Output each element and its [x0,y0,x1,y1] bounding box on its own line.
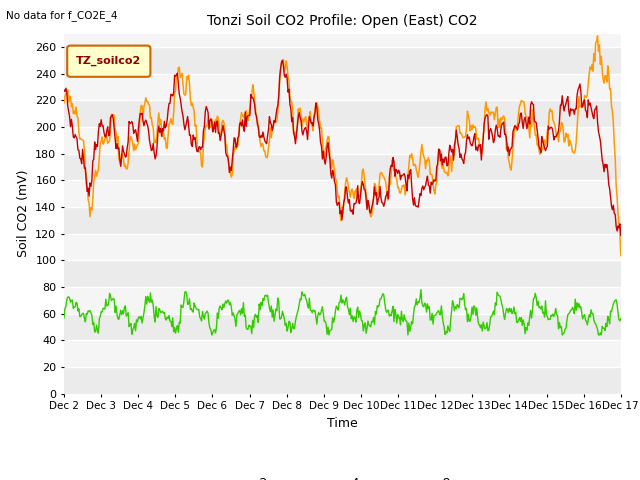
Bar [64,287,621,313]
Bar [64,100,621,127]
Bar [64,154,621,180]
Bar [64,367,621,394]
Bar [64,234,621,260]
Bar [64,180,621,207]
Bar [64,47,621,73]
Bar [64,20,621,47]
Legend: -2cm, -4cm, -8cm: -2cm, -4cm, -8cm [209,472,476,480]
Bar [64,207,621,234]
Bar [64,313,621,340]
Y-axis label: Soil CO2 (mV): Soil CO2 (mV) [17,170,29,257]
Bar [64,73,621,100]
Bar [64,127,621,154]
Title: Tonzi Soil CO2 Profile: Open (East) CO2: Tonzi Soil CO2 Profile: Open (East) CO2 [207,14,477,28]
Bar [64,260,621,287]
X-axis label: Time: Time [327,417,358,430]
Bar [64,340,621,367]
Text: TZ_soilco2: TZ_soilco2 [76,56,141,66]
Text: No data for f_CO2E_4: No data for f_CO2E_4 [6,10,118,21]
